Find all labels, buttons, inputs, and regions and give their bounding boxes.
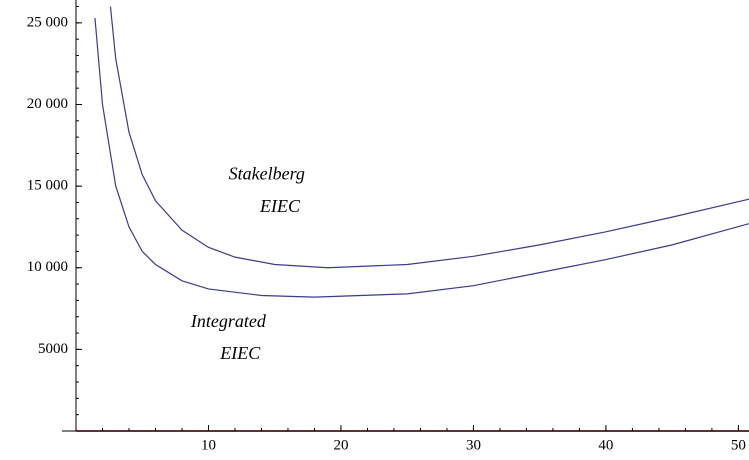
curve [109, 6, 749, 269]
annotation: Stakelberg [229, 164, 305, 184]
annotation: Integrated [190, 311, 267, 331]
x-tick-label: 30 [466, 437, 481, 453]
x-tick-label: 40 [598, 437, 613, 453]
annotation: EIEC [259, 196, 301, 216]
y-tick-label: 25 000 [27, 14, 68, 30]
x-tick-label: 50 [731, 437, 746, 453]
x-tick-label: 10 [201, 437, 216, 453]
annotation: EIEC [219, 343, 261, 363]
y-tick-label: 5000 [38, 341, 68, 357]
y-tick-label: 10 000 [27, 259, 68, 275]
y-tick-label: 15 000 [27, 178, 68, 194]
curve [94, 17, 749, 298]
x-tick-label: 20 [333, 437, 348, 453]
y-tick-label: 20 000 [27, 96, 68, 112]
